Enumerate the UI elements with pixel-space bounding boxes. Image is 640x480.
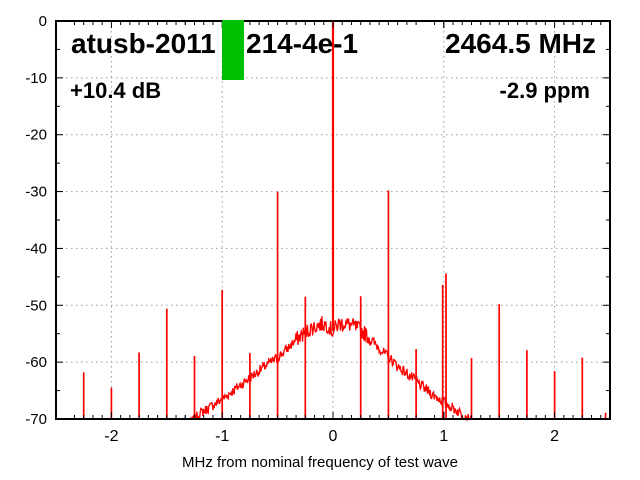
y-tick-label: 0 (39, 13, 47, 30)
x-tick-label: 2 (550, 428, 559, 445)
y-tick-label: -60 (25, 354, 47, 371)
y-tick-label: -70 (25, 411, 47, 428)
x-tick-label: 1 (439, 428, 448, 445)
chart-title: atusb-2011 (71, 28, 216, 59)
noise-hump-trace (189, 316, 475, 422)
y-tick-label: -40 (25, 240, 47, 257)
y-tick-label: -30 (25, 184, 47, 201)
x-tick-label: -1 (215, 428, 229, 445)
chart-title-suffix: 214-4e-1 (246, 28, 359, 59)
y-tick-label: -50 (25, 297, 47, 314)
marker-bar (222, 20, 245, 81)
x-tick-label: -2 (104, 428, 118, 445)
x-axis-label: MHz from nominal frequency of test wave (182, 454, 458, 471)
ppm-offset-label: -2.9 ppm (499, 78, 590, 103)
x-tick-label: 0 (329, 428, 338, 445)
y-tick-label: -10 (25, 70, 47, 87)
center-frequency-label: 2464.5 MHz (445, 28, 596, 59)
gain-label: +10.4 dB (70, 78, 162, 103)
y-tick-label: -20 (25, 127, 47, 144)
